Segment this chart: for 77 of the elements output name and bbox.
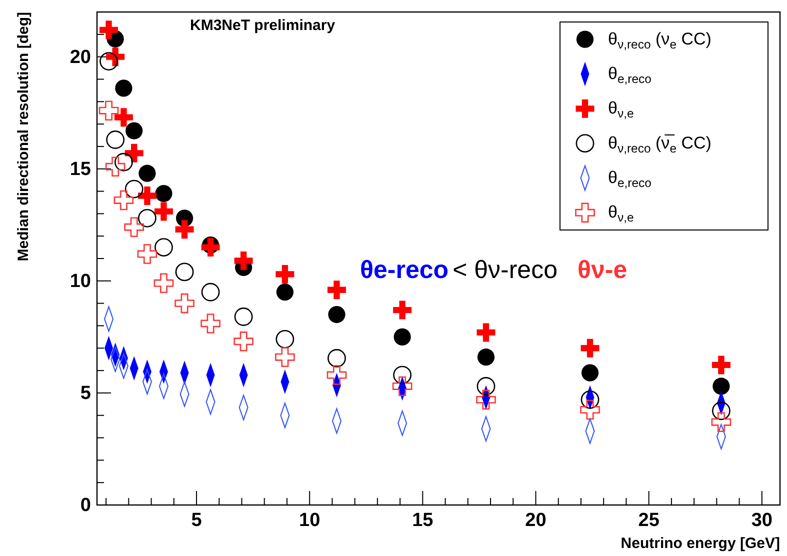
point [393, 366, 412, 384]
point [328, 306, 346, 324]
point [115, 80, 132, 97]
y-axis-title: Median directional resolution [deg] [15, 12, 32, 262]
point [154, 202, 173, 221]
point [114, 108, 133, 127]
point [174, 293, 194, 314]
point [712, 378, 730, 395]
point [392, 376, 412, 396]
point [100, 20, 118, 40]
point [275, 347, 295, 367]
legend-label: θ$_{ν,e}$ [608, 98, 634, 120]
point [276, 264, 294, 284]
point [124, 144, 144, 162]
x-tick-label: 10 [299, 510, 320, 532]
point [276, 330, 294, 348]
y-tick-label: 0 [80, 495, 91, 516]
point [100, 52, 118, 70]
point [114, 152, 133, 172]
point [201, 238, 220, 257]
point [175, 220, 194, 239]
x-tick-label: 25 [638, 510, 660, 532]
point [124, 217, 144, 238]
point [477, 348, 495, 366]
x-tick-label: 5 [191, 510, 202, 532]
point [580, 390, 600, 409]
point [580, 338, 600, 358]
point [711, 412, 732, 432]
point [98, 100, 119, 120]
point [105, 156, 126, 177]
point [234, 308, 253, 326]
y-tick-label: 15 [70, 158, 92, 180]
point [106, 130, 125, 149]
point [712, 356, 730, 374]
y-tick-label: 10 [70, 270, 91, 292]
point [234, 332, 254, 352]
legend-label: θ$_{ν,e}$ [608, 202, 634, 224]
point [154, 273, 174, 294]
point [138, 164, 156, 182]
legend-label: θ$_{ν,reco}$ (ν̅$_{e}$ CC) [608, 133, 712, 155]
x-tick-label: 15 [412, 510, 434, 532]
point [327, 280, 346, 300]
annotation: θe-reco [360, 256, 449, 284]
x-tick-label: 30 [751, 510, 772, 532]
point [712, 402, 730, 420]
point [138, 186, 156, 205]
point [476, 323, 496, 342]
y-tick-label: 20 [70, 46, 91, 68]
point [137, 244, 158, 264]
point [276, 284, 294, 301]
point [124, 180, 144, 198]
point [114, 190, 134, 210]
annotation: θν-e [577, 256, 628, 284]
point [476, 377, 496, 396]
annotation: < θν-reco [452, 256, 558, 284]
point [581, 364, 599, 382]
point [155, 184, 172, 202]
point [328, 349, 346, 368]
y-tick-label: 5 [80, 383, 92, 404]
point [326, 365, 347, 385]
point [476, 390, 496, 410]
point [138, 208, 156, 228]
point [580, 400, 600, 420]
point [393, 300, 412, 320]
point [175, 262, 194, 282]
annotation: KM3NeT preliminary [190, 17, 336, 34]
legend-label: θ$_{ν,reco}$ (ν$_{e}$ CC) [608, 29, 712, 51]
point [154, 238, 173, 256]
x-tick-label: 20 [525, 510, 546, 532]
legend-label: θ$_{e,reco}$ [608, 168, 652, 190]
point [394, 328, 411, 346]
legend-label: θ$_{e,reco}$ [608, 64, 652, 86]
point [200, 314, 220, 334]
x-axis-title: Neutrino energy [GeV] [620, 535, 780, 552]
point [201, 282, 220, 302]
point [126, 122, 143, 140]
point [234, 251, 253, 270]
